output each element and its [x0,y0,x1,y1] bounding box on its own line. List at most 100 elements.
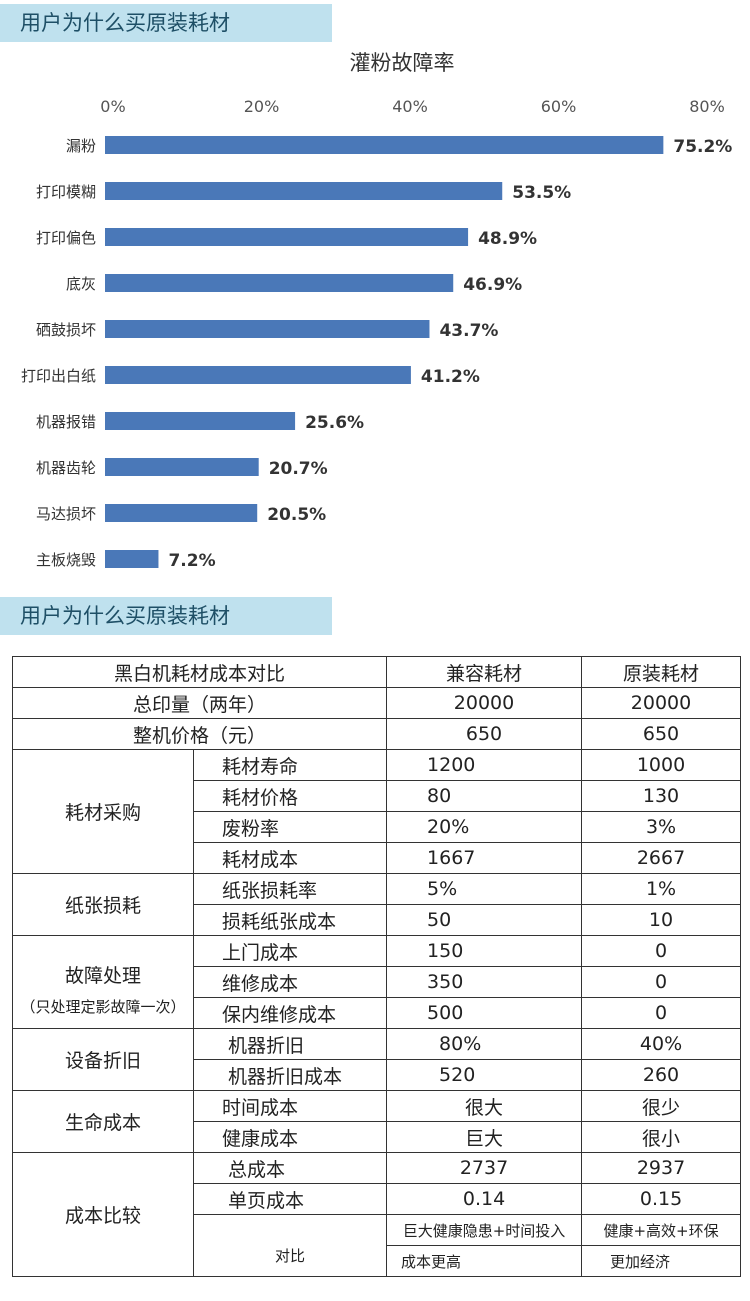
orig-value: 2937 [581,1152,742,1184]
row-label: 耗材价格 [192,780,388,812]
compat-value: 20% [386,811,583,843]
orig-value: 40% [581,1028,742,1060]
orig-value: 3% [581,811,742,843]
bar [105,412,296,430]
table-row: 损耗纸张成本 50 10 [13,904,742,936]
orig-value: 0 [581,966,742,998]
category-label: 机器报错 [36,413,96,431]
row-label: 总印量（两年） [11,687,388,719]
bar [105,136,664,154]
header-original: 原装耗材 [581,656,742,688]
compat-contrast-line1: 巨大健康隐患+时间投入 [386,1214,583,1246]
section-depreciation: 设备折旧 [12,1028,194,1091]
table-row: 设备折旧 机器折旧 80% 40% [12,1028,742,1091]
x-tick-label: 0% [100,97,125,116]
category-label: 主板烧毁 [36,551,96,569]
bar-value-label: 41.2% [421,367,480,387]
orig-value: 很少 [581,1090,742,1122]
bar [105,320,430,338]
section-paper: 纸张损耗 [12,873,194,936]
section-fault-title: 故障处理 [64,965,141,987]
orig-value: 0 [581,997,742,1029]
section-banner-top: 用户为什么买原装耗材 [0,4,332,42]
orig-value: 10 [581,904,742,936]
x-tick-label: 80% [689,97,725,116]
section-purchase: 耗材采购 [12,749,194,874]
bar-value-label: 48.9% [478,229,537,249]
bar-value-label: 46.9% [463,275,522,295]
category-label: 打印出白纸 [21,367,96,385]
compat-value: 350 [386,966,583,998]
row-label: 耗材成本 [192,842,388,874]
row-label: 损耗纸张成本 [192,904,388,936]
row-label: 时间成本 [192,1090,388,1122]
category-label: 漏粉 [66,137,96,155]
bar-value-label: 20.7% [269,459,328,479]
category-label: 打印偏色 [36,229,96,247]
header-compatible: 兼容耗材 [386,656,583,688]
table-row: 整机价格（元） 650 650 [11,718,742,750]
bar [105,274,454,292]
orig-value: 2667 [581,842,742,874]
bar [105,550,159,568]
orig-contrast-line1: 健康+高效+环保 [581,1214,742,1246]
bar-value-label: 7.2% [168,551,215,571]
bar [105,504,258,522]
table-row: 成本比较 总成本 2737 2937 [12,1152,742,1277]
compat-value: 150 [386,935,583,967]
table-row: 纸张损耗 纸张损耗率 5% 1% [12,873,742,936]
table-row: 单页成本 0.14 0.15 [13,1183,742,1215]
bar-value-label: 75.2% [673,137,732,157]
table-row: 保内维修成本 500 0 [13,997,742,1029]
chart-title: 灌粉故障率 [350,51,455,75]
compat-value: 5% [386,873,583,905]
bar-value-label: 43.7% [439,321,498,341]
orig-value: 1000 [581,749,742,781]
compat-value: 50 [386,904,583,936]
compat-value: 很大 [386,1090,583,1122]
row-label: 废粉率 [192,811,388,843]
row-label: 纸张损耗率 [192,873,388,905]
table-row: 生命成本 时间成本 很大 很少 [12,1090,742,1153]
section-fault: 故障处理 （只处理定影故障一次） [12,935,194,1029]
row-label: 单页成本 [192,1183,388,1215]
orig-value: 130 [581,780,742,812]
compat-value: 650 [386,718,583,750]
row-label: 机器折旧成本 [192,1059,388,1091]
compat-value: 0.14 [386,1183,583,1215]
orig-value: 20000 [581,687,742,719]
row-label: 机器折旧 [192,1028,388,1060]
table-row: 黑白机耗材成本对比 兼容耗材 原装耗材 [11,656,742,688]
section-life: 生命成本 [12,1090,194,1153]
category-label: 打印模糊 [36,183,96,201]
compat-value: 巨大 [386,1121,583,1153]
table-row: 耗材价格 80 130 [13,780,742,812]
table-row: 总印量（两年） 20000 20000 [11,687,742,719]
table-row: 对比 巨大健康隐患+时间投入 健康+高效+环保 [13,1214,742,1277]
table-row: 废粉率 20% 3% [13,811,742,843]
compat-value: 500 [386,997,583,1029]
cost-comparison-table: 黑白机耗材成本对比 兼容耗材 原装耗材 总印量（两年） 20000 20000 … [11,656,742,1277]
row-label: 耗材寿命 [192,749,388,781]
x-tick-label: 60% [541,97,577,116]
compat-value: 80% [386,1028,583,1060]
table-row: 故障处理 （只处理定影故障一次） 上门成本 150 0 [12,935,742,1029]
fault-rate-bar-chart: 灌粉故障率 0% 20% 40% 60% 80% 漏粉打印模糊打印偏色底灰硒鼓损坏打印出… [21,51,732,571]
category-label: 机器齿轮 [36,459,96,477]
compat-value: 520 [386,1059,583,1091]
table-row: 机器折旧成本 520 260 [13,1059,742,1091]
section-banner-bottom: 用户为什么买原装耗材 [0,597,332,635]
table-row: 耗材成本 1667 2667 [13,842,742,874]
compat-contrast-line2: 成本更高 [386,1245,583,1277]
orig-value: 1% [581,873,742,905]
compat-value: 1667 [386,842,583,874]
bar-value-label: 25.6% [305,413,364,433]
section-compare: 成本比较 [12,1152,194,1277]
x-tick-label: 40% [392,97,428,116]
table-row: 成本更高 更加经济 [13,1245,742,1277]
orig-value: 很小 [581,1121,742,1153]
row-label: 上门成本 [192,935,388,967]
header-label: 黑白机耗材成本对比 [11,656,388,688]
table-row: 健康成本 巨大 很小 [13,1121,742,1153]
orig-value: 0 [581,935,742,967]
